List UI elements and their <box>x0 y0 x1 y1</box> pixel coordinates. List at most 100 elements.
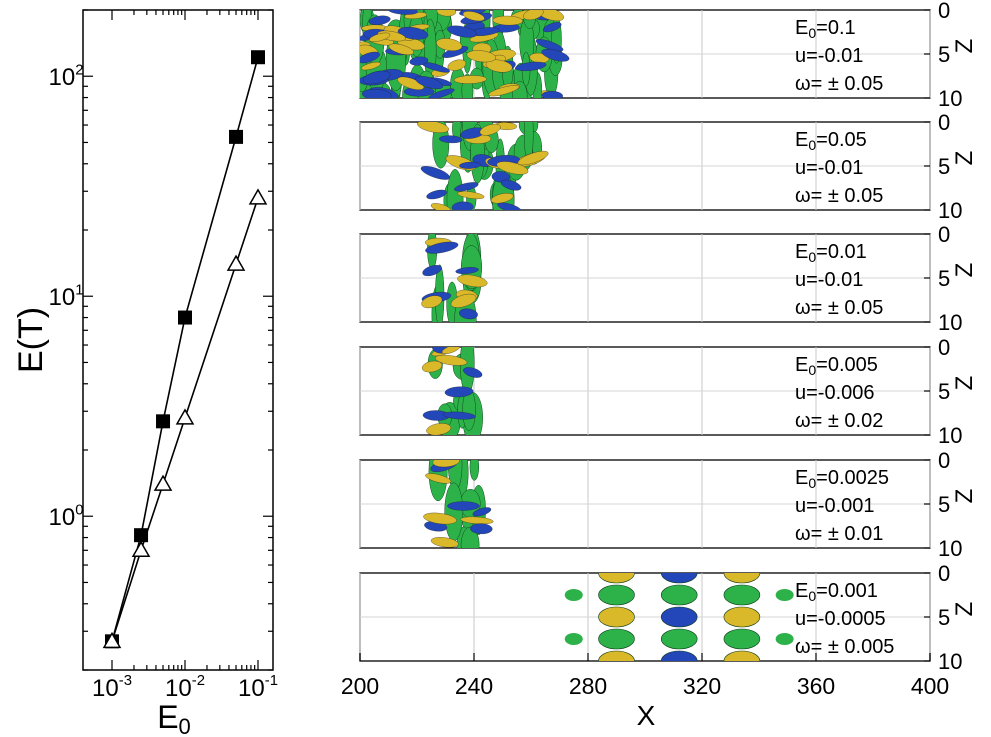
vortex-head <box>387 10 418 15</box>
x-tick-label: 280 <box>569 673 607 699</box>
panel-annotation-u: u=-0.0005 <box>795 608 886 630</box>
vortex-head <box>472 507 492 517</box>
x-tick-label: 200 <box>341 673 379 699</box>
vortex-head <box>439 135 463 144</box>
x-tick-label: 400 <box>911 673 949 699</box>
panel-annotation-E0: E0=0.001 <box>795 580 878 604</box>
vortex-head <box>441 347 461 354</box>
panel-annotation-omega: ω= ± 0.05 <box>795 185 883 207</box>
panel-annotation-u: u=-0.01 <box>795 45 863 67</box>
panel-annotation-E0: E0=0.005 <box>795 354 878 378</box>
vortex-head <box>447 501 480 511</box>
z-axis-label: Z <box>951 602 978 617</box>
z-tick-label: 0 <box>938 0 950 23</box>
z-tick-label: 5 <box>938 605 950 630</box>
vortex-head <box>537 10 564 22</box>
vortex-blob <box>660 606 698 628</box>
series-2-line <box>111 197 259 642</box>
vortex-head <box>362 70 391 85</box>
vortex-blob <box>598 650 635 661</box>
vortex-head <box>541 48 570 62</box>
vortex-blob <box>660 573 698 584</box>
vortex-head <box>488 85 520 97</box>
z-tick-label: 0 <box>938 561 950 586</box>
z-tick-label: 10 <box>938 310 962 335</box>
series-1-marker <box>178 310 192 325</box>
panel-5-structures <box>423 460 494 548</box>
panel-6-structures <box>564 573 794 661</box>
vortex-head <box>459 308 478 320</box>
z-axis-label: Z <box>951 489 978 504</box>
panel-3-structures <box>421 234 488 322</box>
x-tick-label: 10-1 <box>238 673 278 702</box>
series-2-marker <box>175 408 195 425</box>
vortex-head <box>447 59 467 71</box>
vortex-head <box>462 11 485 22</box>
vortex-blob <box>598 628 635 650</box>
vortex-blob <box>723 606 761 628</box>
z-tick-label: 5 <box>938 379 950 404</box>
vortex-head <box>368 15 391 26</box>
z-tick-label: 10 <box>938 86 962 111</box>
vortex-head <box>420 166 451 180</box>
vortex-blob <box>775 633 794 645</box>
panel-annotation-omega: ω= ± 0.02 <box>795 410 883 432</box>
vortex-head <box>542 22 562 33</box>
vortex-blob <box>723 584 761 606</box>
vortex-head <box>490 193 514 204</box>
vortex-head <box>497 202 522 210</box>
vortex-head <box>361 61 381 71</box>
vortex-head <box>454 182 479 192</box>
vortex-head <box>500 179 522 191</box>
panel-annotation-omega: ω= ± 0.01 <box>795 523 883 545</box>
vortex-head <box>523 10 544 21</box>
vortex-head <box>455 267 479 274</box>
x-tick-label: 320 <box>683 673 721 699</box>
vortex-head <box>457 191 485 200</box>
vortex-head <box>535 39 564 52</box>
vortex-blob <box>660 650 698 661</box>
panel-annotation-u: u=-0.001 <box>795 495 875 517</box>
vortex-tube <box>469 460 480 481</box>
panel-annotation-E0: E0=0.01 <box>795 241 867 265</box>
series-2-marker <box>248 188 268 205</box>
z-tick-label: 10 <box>938 536 962 561</box>
vortex-blob <box>598 584 635 606</box>
vortex-head <box>450 293 477 308</box>
vortex-tube <box>444 482 464 542</box>
x-axis-label: E0 <box>157 699 191 737</box>
vortex-blob <box>723 650 761 661</box>
vortex-head <box>436 10 457 17</box>
vortex-head <box>430 537 459 548</box>
vortex-head <box>496 161 529 175</box>
vortex-blob <box>598 573 635 584</box>
vortex-head <box>485 59 513 73</box>
z-tick-label: 5 <box>938 154 950 179</box>
series-2-marker <box>153 474 173 491</box>
vortex-head <box>417 122 449 133</box>
vortex-head <box>463 367 483 378</box>
vortex-head <box>421 360 443 373</box>
vortex-head <box>436 38 463 51</box>
z-axis-label: Z <box>951 263 978 278</box>
vortex-head <box>430 203 452 210</box>
panel-annotation-E0: E0=0.0025 <box>795 467 889 491</box>
vortex-head <box>409 56 429 66</box>
z-tick-label: 5 <box>938 492 950 517</box>
z-tick-label: 0 <box>938 222 950 247</box>
z-tick-label: 0 <box>938 448 950 473</box>
vortex-head <box>425 473 452 484</box>
series-2-marker <box>226 254 246 271</box>
z-tick-label: 0 <box>938 335 950 360</box>
panel-annotation-omega: ω= ± 0.05 <box>795 73 883 95</box>
z-tick-label: 0 <box>938 110 950 135</box>
z-tick-label: 10 <box>938 198 962 223</box>
panel-annotation-u: u=-0.01 <box>795 269 863 291</box>
panel-annotation-u: u=-0.006 <box>795 382 875 404</box>
vortex-head <box>491 171 511 183</box>
vortex-blob <box>660 628 698 650</box>
vortex-head <box>432 460 460 468</box>
z-axis-label: Z <box>951 151 978 166</box>
vortex-blob <box>775 589 794 601</box>
